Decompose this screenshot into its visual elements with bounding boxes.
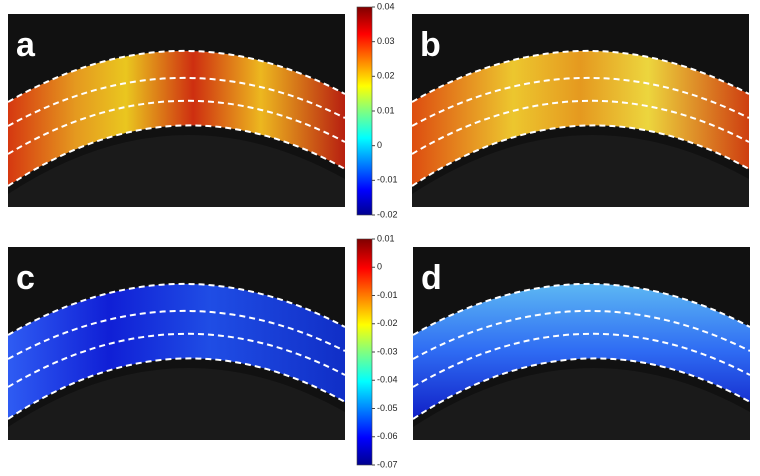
colorbar-tick-label: 0.03 bbox=[377, 36, 395, 46]
panel: d bbox=[412, 247, 751, 440]
boundary-line bbox=[412, 332, 751, 388]
colorbar-tick-label: 0.01 bbox=[377, 105, 395, 115]
colorbar bbox=[356, 238, 373, 466]
boundary-line bbox=[7, 77, 346, 127]
tissue-echo bbox=[412, 134, 749, 207]
boundary-line bbox=[411, 50, 750, 103]
colorbar-tick-label: -0.02 bbox=[377, 318, 398, 328]
panel-label: b bbox=[420, 26, 441, 64]
colorbar-tick-label: -0.01 bbox=[377, 175, 398, 185]
colorbar-tick-label: -0.03 bbox=[377, 346, 398, 356]
boundary-line bbox=[7, 283, 346, 336]
boundary-line bbox=[7, 124, 346, 187]
colorbar-tick-label: -0.07 bbox=[377, 459, 398, 469]
boundary-line bbox=[7, 99, 346, 155]
panel-label: d bbox=[421, 259, 442, 297]
boundary-line bbox=[411, 77, 750, 127]
colorbar-tick-label: 0.02 bbox=[377, 71, 395, 81]
boundary-line bbox=[412, 310, 751, 360]
boundary-line bbox=[411, 124, 750, 187]
colorbar-tick-label: -0.04 bbox=[377, 375, 398, 385]
colorbar bbox=[356, 6, 373, 216]
colorbar-tick-label: -0.02 bbox=[377, 209, 398, 219]
colorbar-tick-label: -0.01 bbox=[377, 290, 398, 300]
colorbar-tick-label: 0.04 bbox=[377, 1, 395, 11]
tissue-echo bbox=[8, 367, 345, 440]
boundary-line bbox=[7, 332, 346, 388]
panel-label: c bbox=[16, 259, 35, 297]
colorbar-tick-label: -0.06 bbox=[377, 431, 398, 441]
boundary-line bbox=[411, 99, 750, 155]
panel: b bbox=[411, 14, 750, 207]
strain-map bbox=[413, 283, 750, 419]
strain-map bbox=[8, 283, 345, 419]
boundary-line bbox=[7, 357, 346, 420]
tissue-echo bbox=[413, 367, 750, 440]
strain-map bbox=[8, 50, 345, 187]
boundary-line bbox=[7, 50, 346, 103]
strain-map bbox=[412, 50, 749, 187]
panel: c bbox=[7, 247, 346, 440]
colorbar-tick-label: 0 bbox=[377, 140, 382, 150]
boundary-line bbox=[7, 310, 346, 360]
boundary-line bbox=[412, 357, 751, 420]
colorbar-tick-label: -0.05 bbox=[377, 403, 398, 413]
tissue-echo bbox=[8, 134, 345, 207]
colorbar-tick-label: 0.01 bbox=[377, 233, 395, 243]
panel-label: a bbox=[16, 26, 36, 64]
boundary-line bbox=[412, 283, 751, 336]
panel: a bbox=[7, 14, 346, 207]
colorbar-tick-label: 0 bbox=[377, 262, 382, 272]
